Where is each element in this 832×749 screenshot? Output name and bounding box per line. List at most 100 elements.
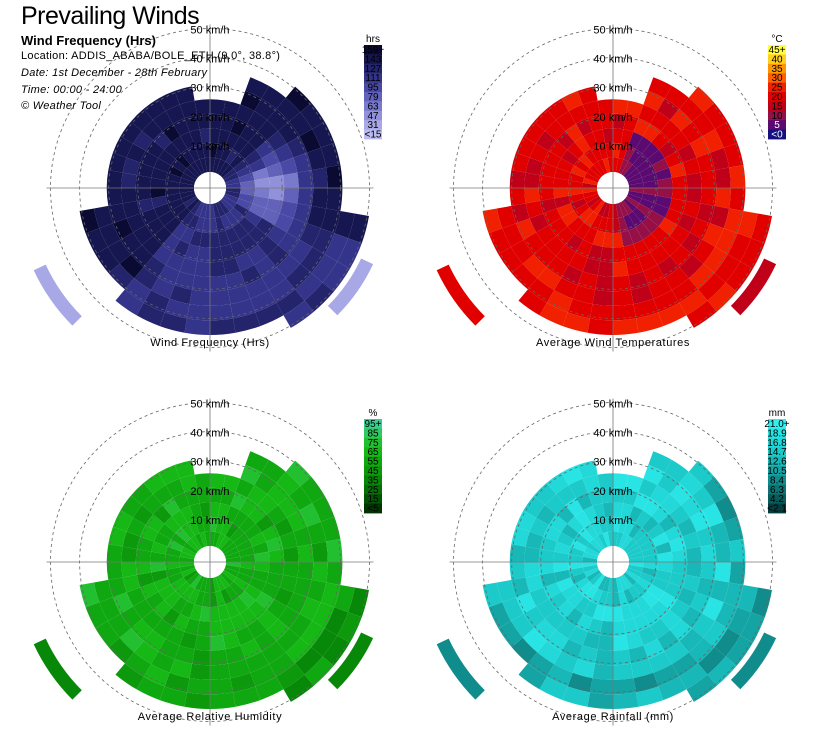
rose-cell: [210, 502, 221, 518]
rose-cell: [523, 121, 545, 144]
rose-cell: [140, 150, 159, 168]
rose-cell: [632, 207, 648, 223]
legend-swatch: [768, 447, 786, 457]
rose-cell: [568, 546, 585, 557]
rose-cell: [227, 659, 251, 679]
rose-cell: [574, 222, 591, 240]
rose-cell: [153, 226, 172, 245]
rose-cell: [664, 582, 683, 600]
rose-cell: [523, 232, 545, 255]
rose-cell: [225, 562, 241, 568]
rose-cell: [623, 538, 637, 552]
rose-cell: [586, 168, 601, 180]
rose-cell: [613, 128, 624, 144]
rose-cell: [202, 592, 210, 608]
rose-cell: [686, 172, 702, 188]
rose-cell: [194, 143, 205, 160]
legend-unit: mm: [769, 408, 786, 419]
rose-cell: [510, 613, 534, 638]
rose-cell: [658, 514, 678, 533]
rose-cell: [570, 165, 587, 178]
rose-cell: [215, 159, 226, 175]
rose-cell: [642, 233, 661, 253]
rose-cell: [222, 168, 237, 180]
legend-label: 63: [367, 101, 379, 112]
rose-cell: [225, 271, 246, 290]
rose-cell: [613, 304, 636, 321]
rose-cell: [311, 167, 328, 188]
rose-cell: [300, 246, 325, 274]
legend-label: 21.0+: [764, 419, 789, 430]
rose-cell: [565, 497, 584, 517]
rose-cell: [181, 546, 197, 557]
rose-cell: [307, 579, 327, 603]
rose-cell: [121, 172, 137, 188]
rose-cell: [187, 214, 200, 231]
rose-cell: [192, 649, 210, 666]
rose-cell: [194, 590, 205, 607]
rose-cell: [669, 198, 687, 214]
rose-cell: [210, 678, 233, 695]
rose-cell: [677, 143, 697, 163]
rose-cell: [225, 188, 241, 194]
rose-cell: [628, 182, 644, 188]
rose-cell: [145, 217, 165, 236]
rose-cell: [79, 208, 100, 234]
rose-cell: [657, 472, 680, 494]
rose-cell: [326, 539, 343, 562]
legend-swatch: [768, 92, 786, 102]
rose-cell: [220, 572, 234, 586]
rose-cell: [261, 641, 286, 665]
rose-cell: [143, 256, 166, 278]
rose-cell: [248, 131, 267, 150]
legend-swatch: [364, 447, 382, 457]
rose-cell: [311, 541, 328, 562]
rose-cell: [642, 217, 659, 234]
rose-cell: [158, 638, 180, 660]
rose-cell: [556, 505, 575, 524]
rose-cell: [567, 298, 593, 319]
rose-cell: [194, 216, 205, 233]
rose-cell: [119, 254, 144, 279]
rose-cell: [215, 533, 226, 549]
rose-cell: [628, 551, 644, 560]
rose-cell: [167, 165, 184, 178]
rose-cell: [194, 575, 205, 591]
rose-cell: [130, 482, 153, 505]
rose-cell: [696, 526, 715, 547]
rose-cell: [509, 188, 526, 206]
rose-cell: [164, 554, 180, 562]
rose-cell: [543, 150, 562, 168]
rose-cell: [638, 478, 658, 498]
rose-cell: [210, 635, 226, 651]
rose-cell: [233, 577, 250, 591]
rose-cell: [536, 599, 557, 619]
rose-cell: [670, 482, 693, 505]
rose-cell: [153, 505, 172, 524]
rose-cell: [248, 226, 267, 245]
rose-cell: [669, 505, 690, 525]
legend-label: 25: [771, 83, 783, 94]
legend-label: 5: [774, 120, 780, 131]
rose-cell: [133, 505, 154, 525]
rose-cell: [636, 577, 653, 591]
rose-cell: [597, 216, 608, 233]
rose-cell: [518, 289, 547, 316]
rose-cell: [642, 591, 659, 608]
rose-cell: [710, 147, 730, 171]
rose-cell: [561, 149, 579, 166]
rose-cell: [522, 628, 547, 653]
rose-cell: [162, 497, 181, 517]
rose-cell: [255, 217, 275, 236]
rose-cell: [252, 195, 269, 209]
wind-rose-1: 10 km/h 20 km/h 30 km/h 40 km/h 50 km/h Wind …: [33, 24, 384, 352]
rose-cell: [120, 495, 142, 518]
rose-cell: [618, 533, 629, 549]
rose-cell: [130, 619, 153, 642]
rose-cell: [187, 304, 210, 321]
rose-cell: [171, 136, 188, 154]
rose-cell: [179, 188, 195, 194]
rose-cell: [247, 244, 267, 265]
rose-cell: [199, 232, 210, 248]
rose-cell: [276, 471, 301, 496]
